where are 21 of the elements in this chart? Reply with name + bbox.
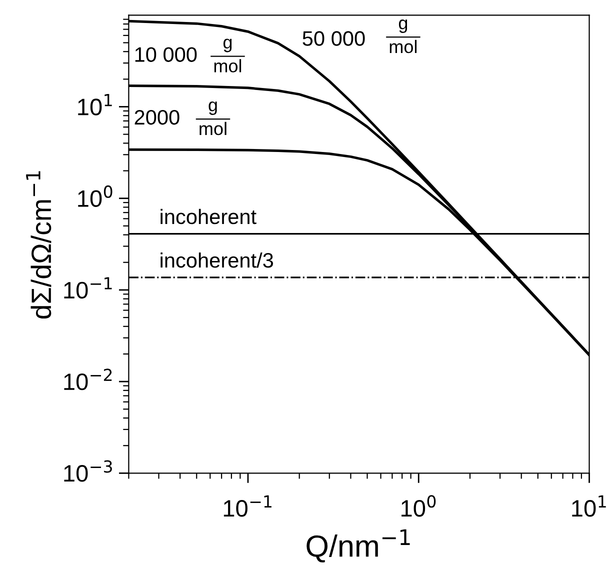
annotation: mol bbox=[200, 122, 226, 136]
x-tick-label: 10$^{−1}$ bbox=[224, 495, 272, 517]
ref-line-label: incoherent bbox=[160, 208, 256, 224]
annotation: 2000 bbox=[134, 110, 180, 125]
annotation: 10 000 bbox=[135, 47, 197, 62]
annotation: mol bbox=[214, 59, 242, 72]
y-tick-label: 10$^{−2}$ bbox=[64, 368, 112, 390]
annotation: g bbox=[398, 20, 408, 33]
y-tick-label: 10$^{0}$ bbox=[78, 185, 112, 207]
y-tick-label: 10$^{1}$ bbox=[78, 94, 112, 116]
y-tick-label: 10$^{−3}$ bbox=[64, 460, 112, 482]
y-tick-label: 10$^{−1}$ bbox=[64, 277, 112, 299]
x-axis-title: Q/nm$^{−1}$ bbox=[306, 529, 410, 562]
annotation: g bbox=[223, 38, 232, 52]
ref-line-label: incoherent/3 bbox=[160, 252, 274, 268]
x-tick-label: 10$^{0}$ bbox=[402, 495, 436, 517]
annotation: g bbox=[208, 102, 217, 115]
annotation: 50 000 bbox=[302, 31, 365, 46]
annotation: mol bbox=[390, 40, 417, 54]
x-tick-label: 10$^{1}$ bbox=[572, 495, 606, 517]
y-axis-title: dΣ/dΩ/cm$^{−1}$ bbox=[26, 171, 52, 319]
